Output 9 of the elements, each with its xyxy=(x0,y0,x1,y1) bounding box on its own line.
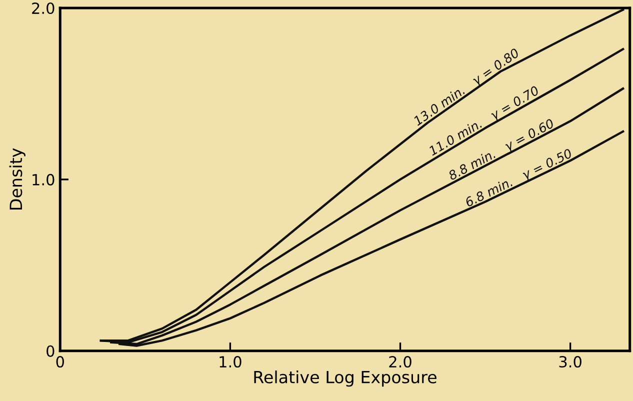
x-tick-label: 2.0 xyxy=(389,356,412,368)
y-tick-label: 0 xyxy=(46,345,54,357)
x-tick-label: 1.0 xyxy=(220,356,242,368)
y-axis-title: Density xyxy=(9,148,26,210)
y-tick-label: 2.0 xyxy=(32,2,54,14)
y-tick-label: 1.0 xyxy=(32,174,54,186)
x-axis-title: Relative Log Exposure xyxy=(254,370,436,387)
x-tick-label: 3.0 xyxy=(559,356,582,368)
x-tick-label: 0 xyxy=(56,356,64,368)
